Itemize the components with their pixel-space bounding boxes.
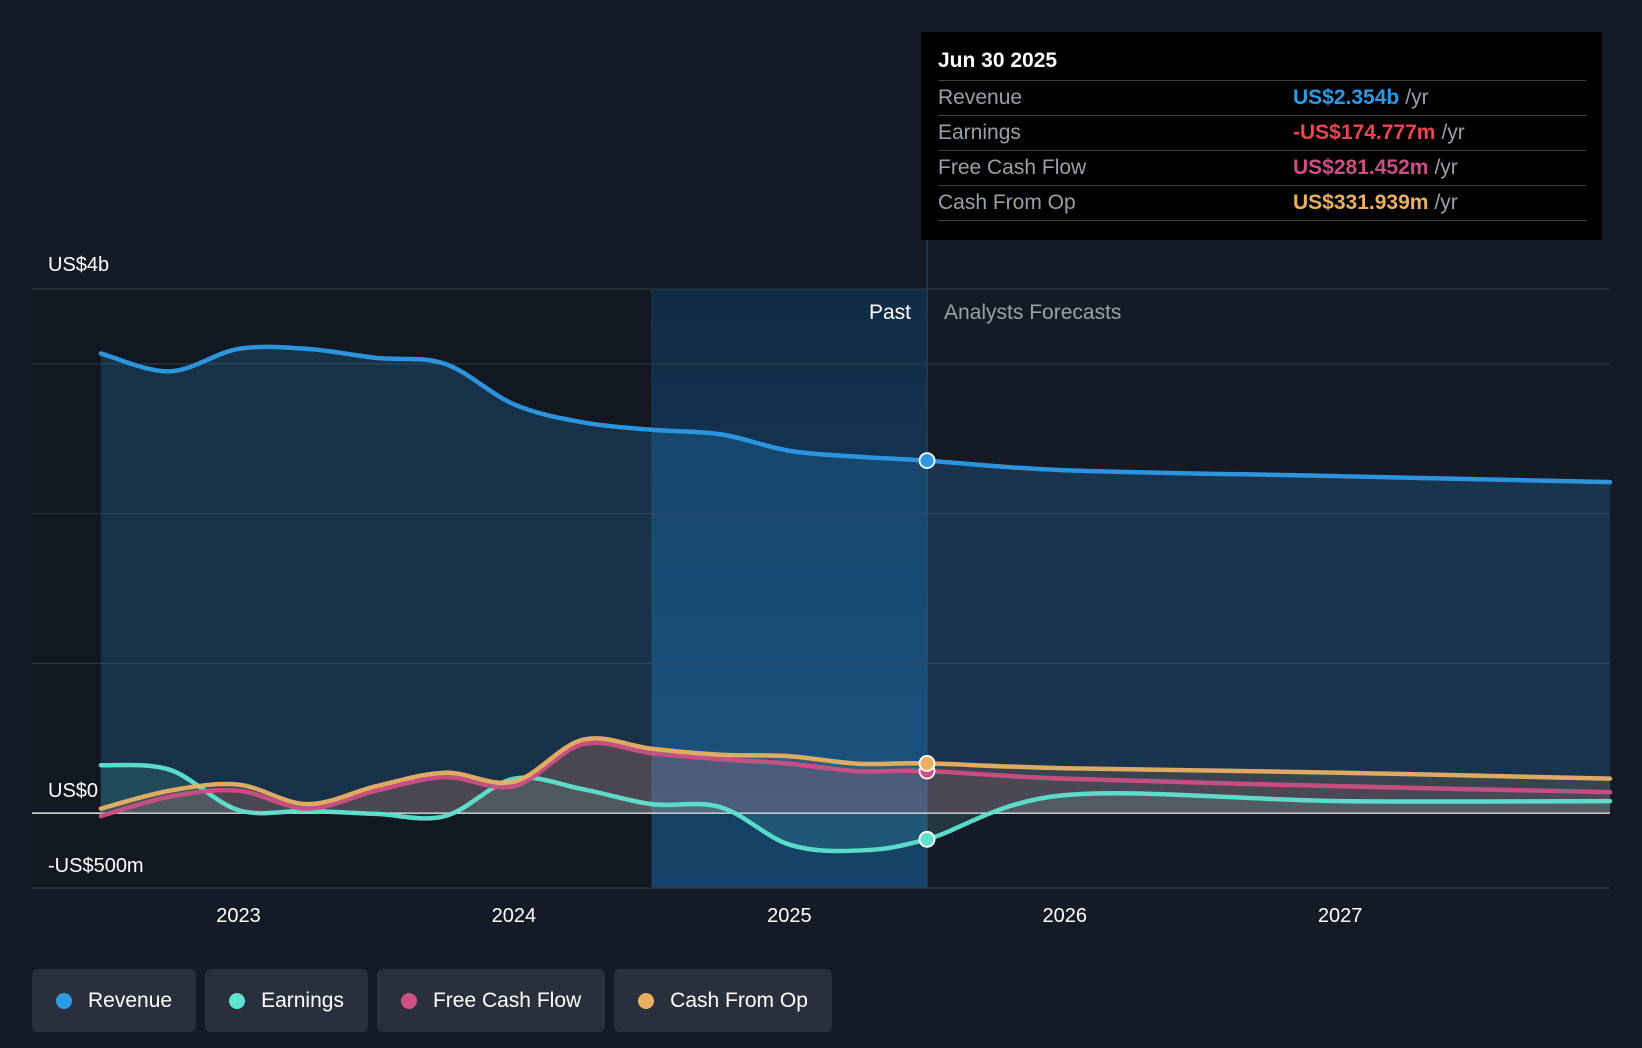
legend-dot-icon [400,992,417,1009]
earnings-line [98,762,1613,854]
revenue-line [98,344,1613,485]
cash-from-op-line [98,736,1613,811]
legend-item-revenue[interactable]: Revenue [32,969,197,1032]
y-bottom-label: -US$500m [48,855,144,877]
revenue-area [100,346,1611,814]
tooltip-date: Jun 30 2025 [938,49,1058,72]
tooltip-row: Revenue US$2.354b/yr [938,80,1586,115]
tooltip-value: US$331.939m [1293,191,1429,214]
legend-item-cash-from-op[interactable]: Cash From Op [614,969,832,1032]
chart-legend: Revenue Earnings Free Cash Flow Cash From O… [32,969,832,1032]
legend-dot-icon [56,992,72,1009]
tooltip-unit: /yr [1441,121,1465,144]
legend-label: Free Cash Flow [432,988,582,1012]
cash-from-op-point [918,755,936,772]
tooltip-label: Cash From Op [938,191,1076,214]
past-region [32,289,652,888]
y-top-label: US$4b [48,254,109,276]
revenue-point [918,452,936,470]
legend-label: Revenue [88,988,173,1012]
free-cash-flow-line [98,740,1613,819]
tooltip-unit: /yr [1434,191,1458,214]
legend-item-earnings[interactable]: Earnings [205,969,368,1032]
legend-item-free-cash-flow[interactable]: Free Cash Flow [376,969,606,1032]
tooltip-row: Free Cash Flow US$281.452m/yr [938,150,1586,185]
earnings-area [100,764,1611,852]
cash-from-op-area [100,738,1611,814]
tooltip-unit: /yr [1405,86,1429,109]
data-tooltip: Jun 30 2025 Revenue US$2.354b/yr Earnings -… [921,32,1602,240]
tooltip-row: Cash From Op US$331.939m/yr [938,185,1586,221]
legend-label: Cash From Op [670,988,808,1012]
tooltip-row: Earnings -US$174.777m/yr [938,115,1586,150]
past-label: Past [869,301,911,324]
x-tick-label: 2023 [216,905,261,927]
forecast-label: Analysts Forecasts [944,301,1121,324]
x-tick-label: 2027 [1318,905,1363,927]
earnings-point [918,830,936,848]
legend-dot-icon [638,992,655,1009]
tooltip-unit: /yr [1434,156,1458,179]
legend-label: Earnings [261,988,344,1012]
x-tick-label: 2026 [1042,905,1087,927]
tooltip-value: -US$174.777m [1293,121,1436,144]
tooltip-label: Revenue [938,86,1023,109]
tooltip-value: US$281.452m [1293,156,1429,179]
highlight-region [651,289,928,888]
tooltip-label: Earnings [938,121,1021,144]
y-zero-label: US$0 [48,780,98,802]
legend-dot-icon [229,992,246,1009]
tooltip-value: US$2.354b [1293,86,1400,109]
x-tick-label: 2025 [767,905,812,927]
x-tick-label: 2024 [492,905,537,927]
tooltip-label: Free Cash Flow [938,156,1087,179]
